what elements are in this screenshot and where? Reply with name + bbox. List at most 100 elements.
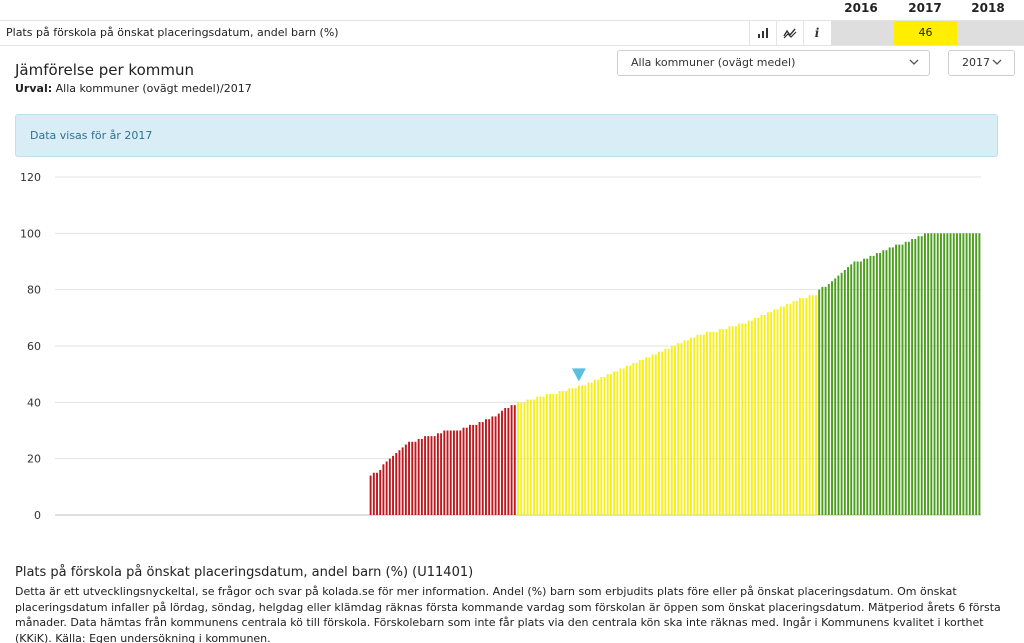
- bar: [786, 303, 789, 515]
- bar: [462, 427, 465, 515]
- bar: [491, 416, 494, 515]
- bar: [651, 354, 654, 515]
- bar: [642, 360, 644, 515]
- year-select[interactable]: 2017: [948, 50, 1015, 76]
- bar: [376, 472, 378, 515]
- bar: [972, 233, 974, 515]
- bar: [815, 295, 817, 515]
- bar: [619, 368, 622, 515]
- trend-line-icon: [783, 28, 797, 39]
- bar: [891, 247, 894, 516]
- year-header-2017: 2017: [908, 1, 942, 15]
- bar: [558, 391, 561, 515]
- bar: [638, 360, 641, 515]
- bar: [853, 261, 856, 515]
- bar: [923, 233, 926, 515]
- bar: [456, 430, 459, 515]
- bar: [943, 233, 946, 515]
- bar: [635, 362, 638, 515]
- bar: [731, 326, 734, 515]
- bar: [494, 416, 497, 515]
- bar: [827, 284, 830, 515]
- bar: [706, 331, 708, 515]
- bar: [885, 250, 888, 515]
- bar: [834, 278, 837, 515]
- bar: [712, 331, 715, 515]
- bar: [939, 233, 942, 515]
- bar: [927, 233, 930, 515]
- bar: [475, 424, 478, 515]
- bar: [481, 422, 484, 515]
- bar: [699, 334, 702, 515]
- bar: [430, 436, 433, 515]
- bar: [414, 441, 417, 515]
- bar: [587, 382, 590, 515]
- bar: [949, 233, 952, 515]
- value-cell-2018: [957, 21, 1024, 45]
- bar: [907, 241, 910, 515]
- bar: [545, 393, 548, 515]
- bar: [888, 247, 891, 516]
- bar: [577, 385, 580, 515]
- bar: [872, 255, 875, 515]
- description-text: Detta är ett utvecklingsnyckeltal, se fr…: [15, 585, 1001, 643]
- bar: [856, 261, 859, 515]
- bar: [411, 441, 414, 515]
- bar: [840, 272, 843, 515]
- bar: [674, 346, 676, 515]
- bar: [510, 405, 513, 515]
- bar: [946, 233, 949, 515]
- bar: [843, 269, 846, 515]
- indicator-row: Plats på förskola på önskat placeringsda…: [0, 20, 1024, 46]
- bar: [379, 469, 382, 515]
- bar: [898, 244, 901, 515]
- bar: [914, 238, 917, 515]
- bar: [866, 258, 869, 515]
- bar: [869, 255, 872, 515]
- selection-info: Urval: Alla kommuner (ovägt medel)/2017: [15, 82, 252, 95]
- bar: [959, 233, 962, 515]
- bar: [754, 317, 757, 515]
- year-header-2018: 2018: [971, 1, 1005, 15]
- bar: [875, 253, 878, 516]
- bar: [760, 315, 763, 515]
- bar: [542, 396, 545, 515]
- info-icon: i: [814, 26, 820, 40]
- chevron-down-icon: [909, 59, 919, 65]
- bar-chart-button[interactable]: [749, 21, 776, 45]
- bar: [420, 438, 423, 515]
- municipality-select[interactable]: Alla kommuner (ovägt medel): [617, 50, 930, 76]
- bar: [837, 275, 840, 515]
- bar: [690, 337, 692, 515]
- bar: [645, 357, 648, 515]
- bar: [507, 407, 510, 515]
- bar: [401, 447, 404, 515]
- bar: [968, 233, 971, 515]
- average-marker: [571, 368, 586, 382]
- bar: [667, 348, 670, 515]
- municipality-select-value: Alla kommuner (ovägt medel): [631, 56, 796, 69]
- trend-line-button[interactable]: [776, 21, 803, 45]
- bar: [584, 385, 587, 515]
- bar: [693, 337, 696, 515]
- bar: [750, 320, 753, 515]
- bar: [625, 365, 628, 515]
- info-button[interactable]: i: [803, 21, 830, 45]
- bar: [449, 430, 452, 515]
- bar: [497, 413, 500, 515]
- bar: [485, 419, 487, 515]
- bar: [818, 289, 821, 515]
- bar: [385, 461, 388, 515]
- bar: [632, 362, 635, 515]
- bar: [917, 236, 920, 515]
- bar: [792, 300, 795, 515]
- bar: [782, 306, 785, 515]
- y-tick-label: 40: [27, 396, 41, 409]
- bar: [613, 371, 616, 515]
- bar: [539, 396, 542, 515]
- bar: [468, 424, 471, 515]
- bar: [658, 351, 660, 515]
- bar: [465, 427, 468, 515]
- value-cell-2017: 46: [894, 21, 957, 45]
- bar: [722, 329, 725, 515]
